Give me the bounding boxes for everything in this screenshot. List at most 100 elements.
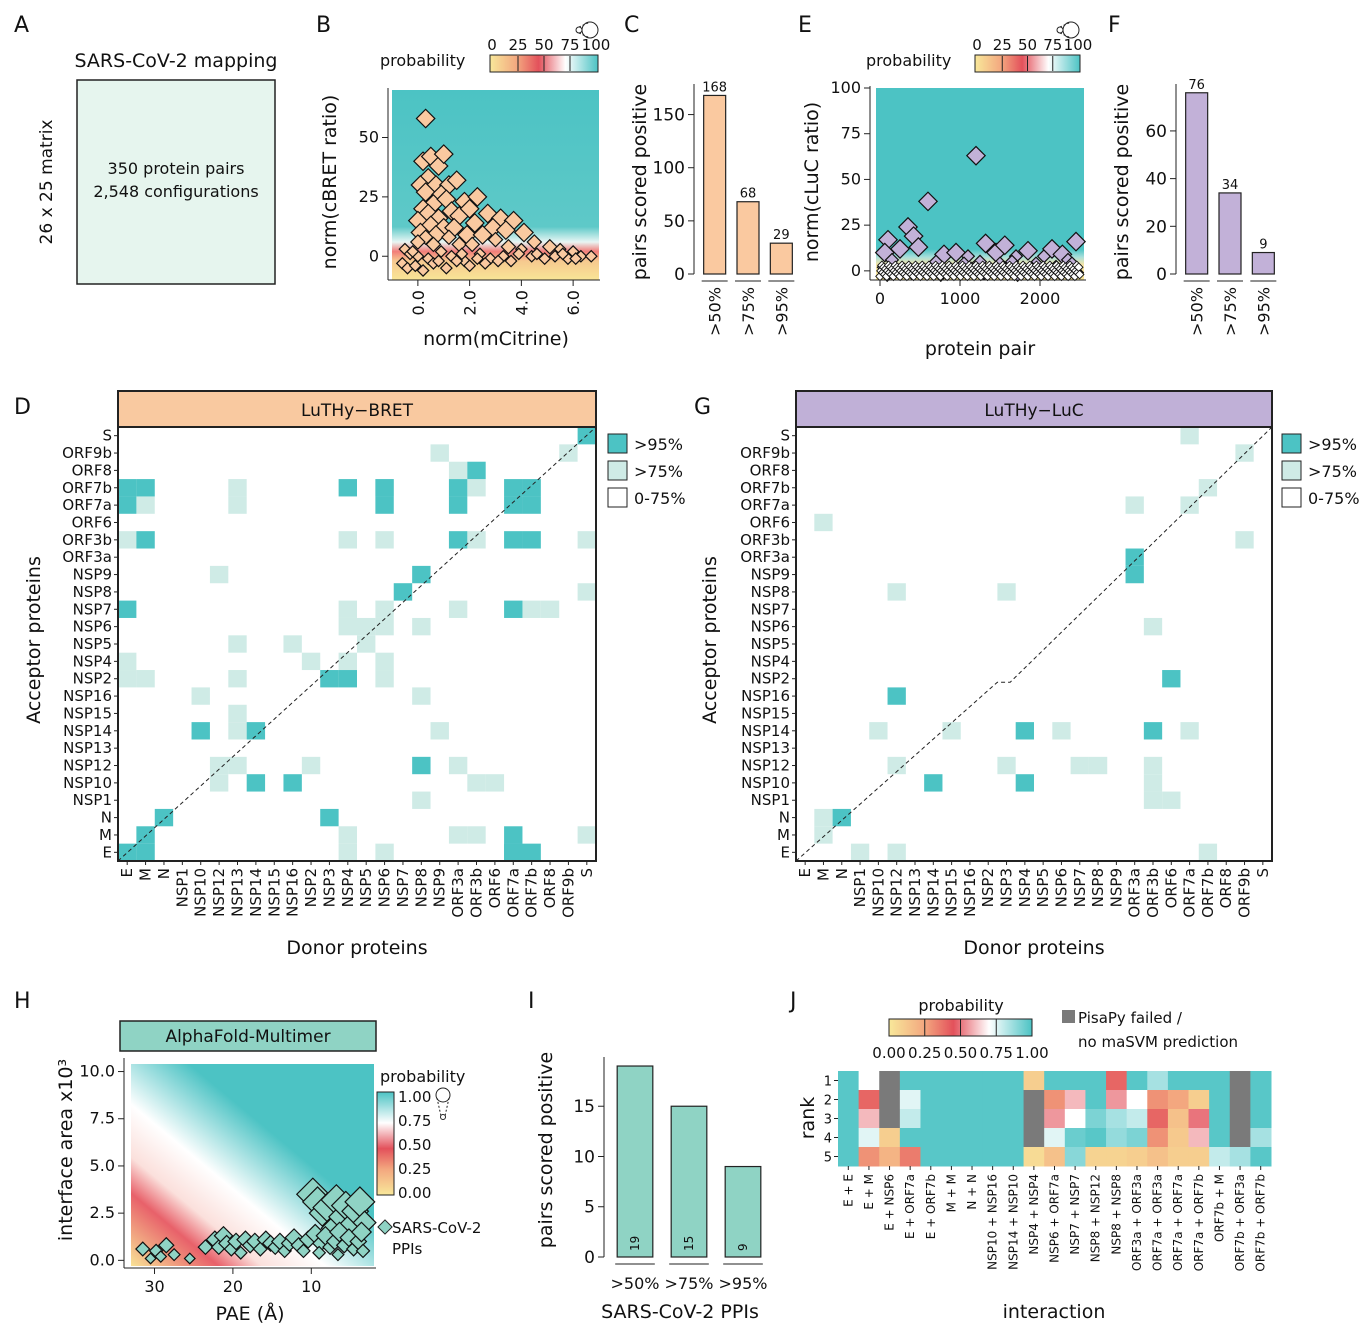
heatmap-cell xyxy=(920,1109,942,1129)
y-tick-label: ORF6 xyxy=(750,513,790,531)
legend-tick-label: 0.50 xyxy=(944,1044,977,1062)
heatmap-cell xyxy=(1229,1147,1251,1167)
y-tick-label: N xyxy=(779,809,790,827)
legend-tick-label: 1.00 xyxy=(1015,1044,1048,1062)
data-point xyxy=(415,108,436,129)
panel-b-legend-ticks: 0 25 50 75 100 xyxy=(487,36,610,71)
legend-key xyxy=(1281,487,1302,508)
panel-j-ylabel: rank xyxy=(797,1097,819,1140)
heatmap-cell xyxy=(920,1147,942,1167)
x-tick-label: ORF7b xyxy=(1199,868,1217,918)
x-tick-label: E + ORF7b xyxy=(924,1174,938,1239)
heatmap-cell-gt75 xyxy=(448,756,468,775)
panel-j-heatmap: 1 2 3 4 5 E + E E + M E + NSP6 E + ORF7a E + ORF7… xyxy=(824,1071,1272,1272)
bar-value-label: 168 xyxy=(702,80,727,95)
ppi-legend-key xyxy=(377,1219,393,1235)
heatmap-cell xyxy=(1250,1128,1272,1148)
y-tick-label: NSP13 xyxy=(63,739,112,757)
heatmap-cell xyxy=(1147,1090,1169,1110)
heatmap-cell xyxy=(1188,1147,1210,1167)
panel-letter-j: J xyxy=(788,989,797,1014)
heatmap-cell-gt95 xyxy=(191,722,210,740)
bar xyxy=(769,242,793,275)
x-tick-label: 0.0 xyxy=(409,290,428,315)
x-tick-label: NSP6 xyxy=(1052,868,1070,907)
heatmap-cell xyxy=(1106,1090,1128,1110)
legend-tick-label: 100 xyxy=(1064,36,1093,54)
data-point xyxy=(500,238,517,255)
heatmap-cell xyxy=(1085,1071,1107,1091)
heatmap-cell-gt75 xyxy=(1162,791,1181,809)
panel-d-header: LuTHy−BRET xyxy=(301,401,414,421)
ppi-legend-label-2: PPIs xyxy=(392,1240,423,1258)
x-tick-label: ORF7a + ORF3a xyxy=(1151,1174,1165,1271)
y-tick-label: NSP9 xyxy=(751,566,790,584)
heatmap-cell-gt75 xyxy=(1180,427,1199,445)
heatmap-cell-gt75 xyxy=(228,496,247,514)
legend-label: >75% xyxy=(1308,462,1357,481)
heatmap-cell xyxy=(1023,1071,1045,1091)
bar xyxy=(736,201,760,275)
y-tick-label: 1 xyxy=(824,1075,832,1090)
x-tick-label: E xyxy=(796,868,814,877)
y-tick-label: 4 xyxy=(824,1132,832,1147)
panel-h-xlabel: PAE (Å) xyxy=(215,1302,284,1324)
heatmap-cell-gt95 xyxy=(522,531,541,549)
heatmap-cell xyxy=(1023,1090,1045,1110)
data-point xyxy=(432,254,446,268)
heatmap-cell-gt95 xyxy=(448,496,468,514)
heatmap-cell xyxy=(879,1109,901,1129)
y-tick-label: NSP14 xyxy=(63,722,112,740)
panel-letter-c: C xyxy=(624,13,639,38)
heatmap-cell-gt75 xyxy=(412,617,431,636)
x-tick-label: NSP8 + NSP12 xyxy=(1089,1174,1103,1262)
y-tick-label: ORF9b xyxy=(740,444,790,462)
heatmap-cell-gt95 xyxy=(504,479,523,497)
heatmap-cell-gt75 xyxy=(1198,479,1218,497)
heatmap-cell-gt95 xyxy=(924,774,943,792)
heatmap-cell-gt95 xyxy=(246,774,266,792)
heatmap-cell xyxy=(1126,1090,1148,1110)
heatmap-cell-gt75 xyxy=(887,756,906,775)
heatmap-cell-gt75 xyxy=(375,531,394,549)
heatmap-cell xyxy=(1106,1071,1128,1091)
x-tick-label: E + E xyxy=(841,1174,855,1207)
heatmap-cell-gt75 xyxy=(448,461,468,480)
y-tick-label: ORF6 xyxy=(72,513,112,531)
heatmap-cell xyxy=(920,1090,942,1110)
heatmap-cell-gt75 xyxy=(1143,774,1163,792)
heatmap-cell-gt75 xyxy=(136,496,155,514)
heatmap-cell xyxy=(1147,1109,1169,1129)
panel-g-ylabel: Acceptor proteins xyxy=(699,556,721,724)
y-tick-label: NSP8 xyxy=(751,583,790,601)
x-tick-label: ORF7b + ORF3a xyxy=(1233,1174,1247,1271)
legend-tick-label: 25 xyxy=(993,36,1012,54)
data-point xyxy=(512,247,526,261)
data-point xyxy=(331,1247,345,1262)
heatmap-cell xyxy=(1064,1147,1086,1167)
data-point xyxy=(530,247,544,261)
data-point xyxy=(350,1221,373,1243)
heatmap-cell-gt75 xyxy=(814,826,833,844)
panel-e: E probability 0 25 50 75 100 0 1000 2000025507… xyxy=(798,13,1092,360)
y-tick-label: N xyxy=(101,809,112,827)
heatmap-cell xyxy=(1188,1128,1210,1148)
data-point xyxy=(355,1243,371,1259)
heatmap-cell xyxy=(838,1147,860,1167)
data-point xyxy=(464,212,485,234)
x-tick-label: NSP8 + NSP8 xyxy=(1109,1174,1123,1255)
heatmap-cell xyxy=(1064,1128,1086,1148)
y-tick-label: ORF7a xyxy=(740,496,790,514)
heatmap-cell xyxy=(1023,1109,1045,1129)
heatmap-cell-gt75 xyxy=(814,513,833,532)
x-tick-label: NSP2 xyxy=(302,868,320,907)
panel-h-legend-ticks: 1.00 0.75 0.50 0.25 0.00 xyxy=(398,1088,431,1202)
y-tick-label: 40 xyxy=(1145,170,1167,190)
panel-c-chart: 0 50 100 150 168 >50% 68 >75% 29 >95% xyxy=(653,80,795,336)
y-tick-label: ORF8 xyxy=(72,461,112,479)
heatmap-cell-gt75 xyxy=(577,826,596,844)
heatmap-cell xyxy=(1044,1109,1066,1129)
heatmap-cell xyxy=(838,1109,860,1129)
category-label: >95% xyxy=(1254,287,1273,336)
heatmap-cell-gt95 xyxy=(118,600,137,618)
